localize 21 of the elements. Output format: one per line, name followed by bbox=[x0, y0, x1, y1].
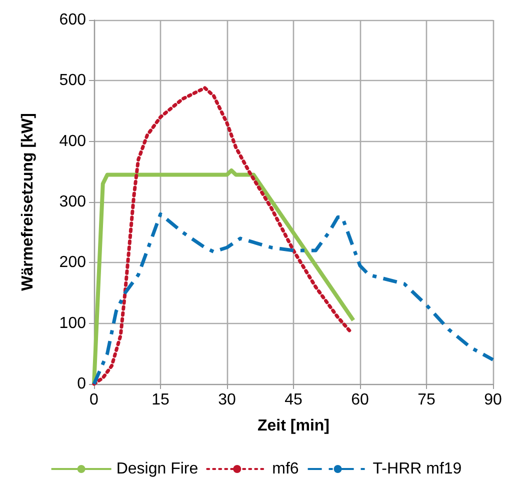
line-series bbox=[92, 86, 353, 386]
x-tick-label: 75 bbox=[418, 392, 436, 408]
y-tick-label: 100 bbox=[59, 314, 86, 332]
x-axis-title: Zeit [min] bbox=[258, 418, 330, 434]
legend-label: mf6 bbox=[272, 460, 299, 478]
x-tick-label: 60 bbox=[351, 392, 369, 408]
x-tick-label: 0 bbox=[90, 392, 99, 408]
y-tick-label: 500 bbox=[59, 72, 86, 90]
y-tick-label: 200 bbox=[59, 254, 86, 272]
y-tick-label: 600 bbox=[59, 12, 86, 28]
y-tick-label: 400 bbox=[59, 132, 86, 150]
x-tick-label: 90 bbox=[484, 392, 502, 408]
x-tick-label: 45 bbox=[284, 392, 302, 408]
legend-label: Design Fire bbox=[116, 460, 198, 478]
x-tick-label: 15 bbox=[152, 392, 170, 408]
x-tick-label: 30 bbox=[218, 392, 236, 408]
y-axis-title: Wärmefreisetzung [kW] bbox=[20, 113, 36, 291]
legend-label: T-HRR mf19 bbox=[372, 460, 462, 478]
line-series bbox=[92, 168, 356, 386]
y-tick-label: 300 bbox=[59, 194, 86, 210]
y-tick-label: 0 bbox=[77, 376, 86, 392]
